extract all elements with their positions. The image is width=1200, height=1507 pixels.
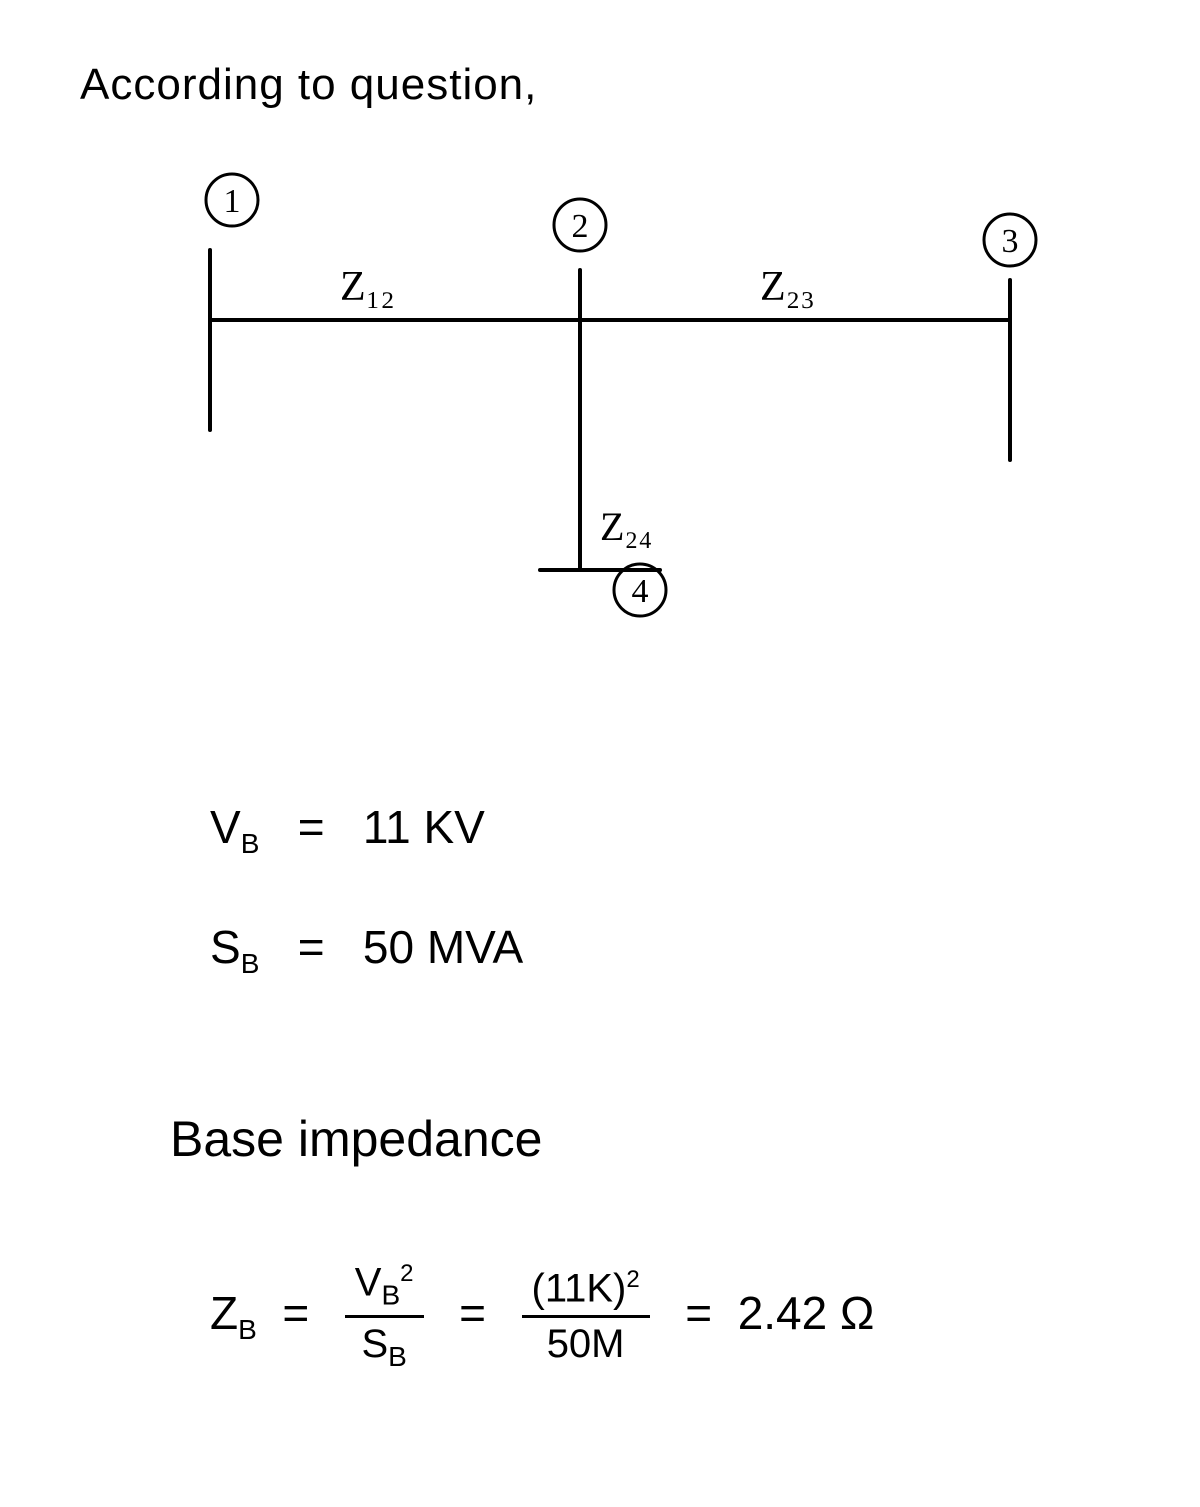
- svg-text:Z₁₂: Z₁₂: [340, 264, 395, 310]
- vb-lhs: VB: [210, 801, 259, 853]
- svg-text:3: 3: [1002, 223, 1019, 260]
- sb-lhs: SB: [210, 921, 259, 973]
- svg-text:Z₂₃: Z₂₃: [760, 264, 815, 310]
- zb-result: 2.42 Ω: [738, 1287, 875, 1339]
- svg-text:4: 4: [632, 573, 649, 610]
- vb-rhs: 11 KV: [363, 801, 485, 853]
- zb-lhs: ZB: [210, 1287, 257, 1339]
- base-impedance-label: Base impedance: [170, 1110, 542, 1168]
- svg-text:2: 2: [572, 208, 589, 245]
- svg-text:Z₂₄: Z₂₄: [600, 504, 652, 549]
- bus-diagram: Z₁₂ Z₂₃ Z₂₄ 1 2 3 4: [0, 0, 1200, 700]
- page-root: According to question, Z₁₂Z₂₃Z₂₄1234 VB …: [0, 0, 1200, 1507]
- eq-vb: VB = 11 KV: [210, 800, 485, 860]
- zb-frac2: (11K)2 50M: [522, 1266, 650, 1367]
- eq-zb: ZB = VB2 SB = (11K)2 50M = 2.42 Ω: [210, 1260, 874, 1373]
- svg-text:1: 1: [224, 183, 241, 220]
- sb-rhs: 50 MVA: [363, 921, 523, 973]
- zb-frac1: VB2 SB: [345, 1260, 424, 1373]
- eq-sb: SB = 50 MVA: [210, 920, 523, 980]
